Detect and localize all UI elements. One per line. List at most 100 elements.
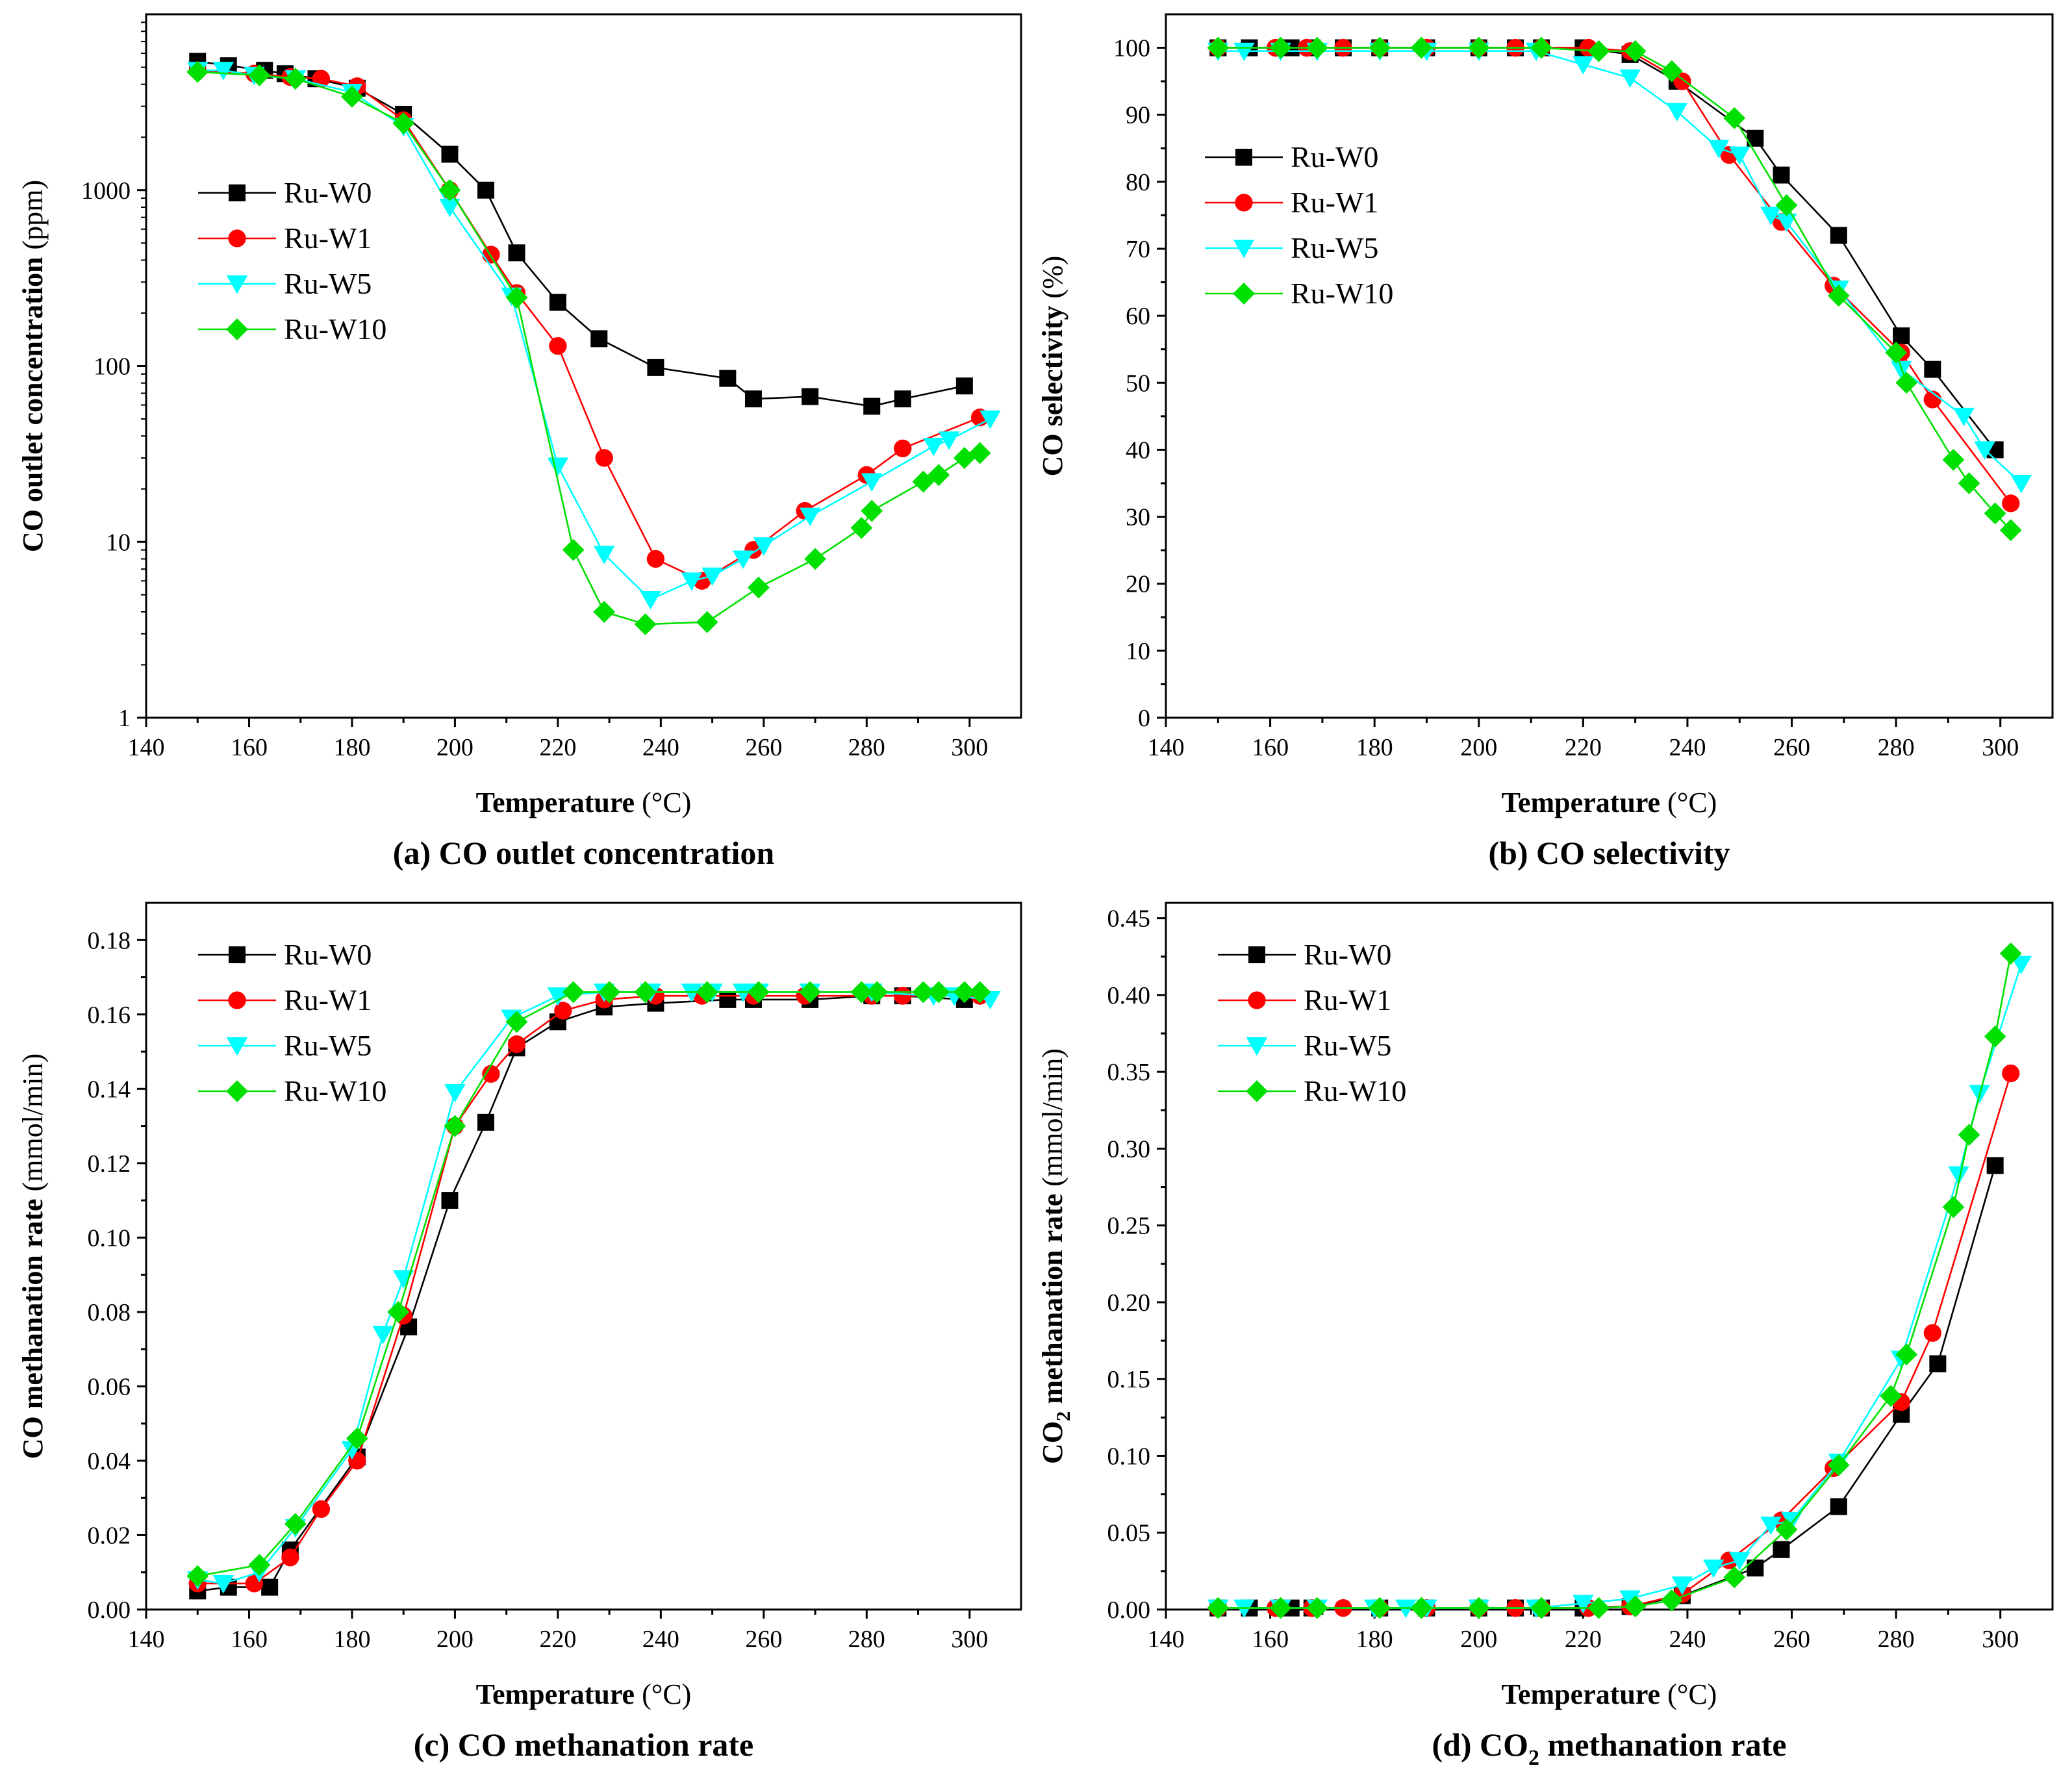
data-point — [1269, 36, 1292, 59]
y-axis-label: CO2 methanation rate (mmol/min) — [1037, 1048, 1074, 1464]
x-tick-label: 260 — [1773, 734, 1810, 761]
x-tick-label: 200 — [436, 734, 474, 761]
x-tick-label: 200 — [436, 1626, 474, 1653]
data-point — [482, 1065, 500, 1083]
x-tick-label: 300 — [1982, 734, 2019, 761]
data-point — [549, 336, 567, 355]
legend-label: Ru-W1 — [1304, 983, 1391, 1017]
data-point — [441, 145, 459, 163]
data-point — [1369, 1597, 1391, 1619]
data-point — [1974, 441, 1995, 460]
data-point — [681, 572, 703, 591]
y-tick-label: 0.40 — [1107, 982, 1151, 1009]
x-tick-label: 240 — [1669, 1626, 1706, 1653]
data-point — [1775, 1519, 1798, 1541]
y-tick-label: 0.30 — [1107, 1135, 1151, 1163]
data-point — [284, 68, 307, 90]
data-point — [1660, 1589, 1683, 1611]
data-point — [1306, 36, 1328, 59]
data-point — [912, 470, 935, 493]
data-point — [732, 550, 754, 569]
data-point — [804, 548, 826, 570]
y-tick-label: 100 — [1113, 35, 1150, 62]
y-tick-label: 100 — [94, 353, 131, 381]
x-tick-label: 140 — [1148, 734, 1185, 761]
y-tick-label: 0.15 — [1107, 1366, 1151, 1393]
data-point — [968, 981, 991, 1004]
data-point — [1587, 40, 1610, 62]
data-point — [1984, 502, 2006, 525]
data-point — [1953, 407, 1975, 427]
data-point — [646, 549, 665, 568]
data-point — [1999, 519, 2022, 542]
data-point — [598, 981, 621, 1004]
data-point — [562, 538, 585, 561]
data-point — [562, 981, 585, 1004]
data-point — [1999, 942, 2022, 965]
y-tick-label: 50 — [1126, 370, 1150, 397]
legend: Ru-W0 Ru-W1 Ru-W5 Ru-W10 — [198, 938, 386, 1107]
data-point — [1666, 103, 1688, 121]
y-tick-label: 0.00 — [88, 1597, 131, 1624]
data-point — [1958, 472, 1980, 494]
data-point — [1723, 107, 1746, 129]
panel-caption: (a) CO outlet concentration — [393, 835, 775, 871]
data-point — [549, 294, 566, 311]
legend-marker — [1246, 1080, 1268, 1102]
data-point — [248, 64, 271, 86]
data-point — [1760, 207, 1782, 225]
legend-marker — [1248, 991, 1266, 1009]
data-point — [441, 1192, 459, 1209]
data-point — [861, 499, 883, 522]
x-axis-label: Temperature (°C) — [476, 1678, 692, 1710]
data-point — [1958, 1124, 1980, 1146]
y-tick-label: 0.10 — [88, 1224, 131, 1252]
data-point — [1773, 166, 1790, 184]
data-point — [1708, 140, 1730, 158]
x-tick-label: 220 — [539, 734, 576, 761]
data-point — [477, 181, 494, 199]
y-axis-label: CO outlet concentration (ppm) — [17, 180, 49, 552]
x-axis-label: Temperature (°C) — [1502, 1678, 1717, 1710]
x-tick-label: 160 — [1252, 734, 1289, 761]
x-tick-label: 280 — [848, 1626, 885, 1653]
data-point — [953, 981, 976, 1004]
data-point — [444, 1084, 466, 1103]
data-point — [863, 398, 881, 415]
data-point — [1948, 1166, 1969, 1185]
legend-label: Ru-W10 — [1304, 1074, 1406, 1107]
series-ru-w0 — [189, 53, 973, 415]
data-point — [2002, 494, 2020, 512]
data-point — [595, 449, 613, 467]
legend-label: Ru-W10 — [284, 1074, 386, 1107]
data-point — [284, 1513, 307, 1535]
data-point — [1747, 1560, 1764, 1577]
data-point — [1619, 69, 1641, 88]
data-point — [2010, 475, 2032, 494]
chart-panel-4: 140 160 180 200 220 240 260 280 300 0.00 0.05 0.10 0… — [1037, 902, 2054, 1770]
data-point — [1984, 1025, 2006, 1048]
legend-label: Ru-W0 — [284, 938, 372, 971]
data-point — [1306, 1597, 1328, 1619]
data-point — [507, 1035, 526, 1054]
data-point — [1923, 1324, 1941, 1342]
data-point — [799, 507, 821, 527]
legend-label: Ru-W5 — [1291, 231, 1378, 264]
data-point — [634, 613, 657, 636]
data-point — [1885, 341, 1908, 364]
x-tick-label: 160 — [231, 734, 268, 761]
data-point — [1369, 36, 1391, 59]
x-tick-label: 220 — [1565, 734, 1602, 761]
panel-caption: (b) CO selectivity — [1488, 835, 1730, 871]
data-point — [748, 576, 770, 599]
data-point — [438, 179, 461, 201]
data-point — [212, 1574, 234, 1594]
series-ru-w10 — [1207, 942, 2022, 1619]
data-point — [186, 60, 209, 83]
y-tick-label: 0.18 — [88, 927, 131, 954]
data-point — [640, 591, 661, 610]
data-point — [928, 981, 950, 1004]
legend-marker — [226, 275, 248, 294]
data-point — [593, 601, 616, 623]
data-point — [748, 981, 770, 1004]
